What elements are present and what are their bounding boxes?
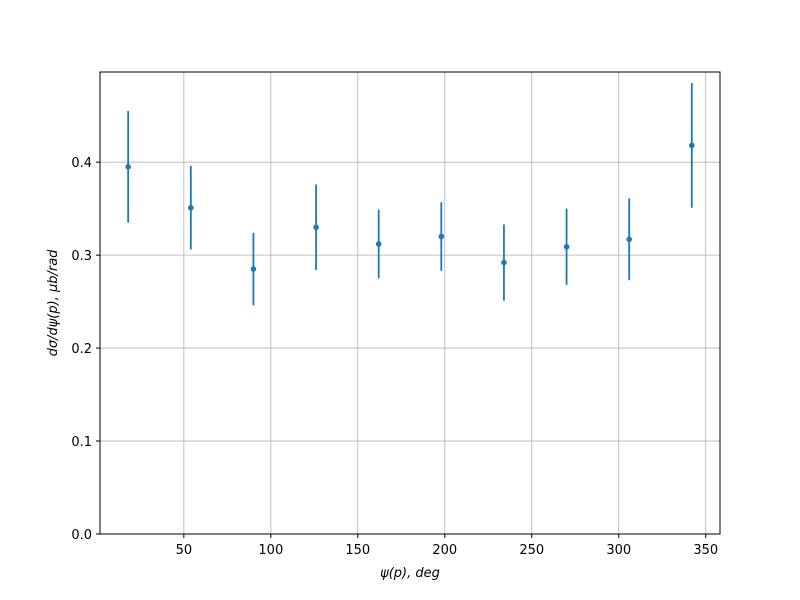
data-point (375, 241, 382, 247)
x-tick-label: 50 (176, 543, 193, 558)
y-tick-label: 0.4 (71, 156, 92, 171)
data-point (563, 243, 570, 250)
data-point (689, 142, 695, 149)
y-tick-label: 0.1 (71, 435, 92, 450)
data-point (125, 164, 131, 170)
x-tick-label: 200 (432, 543, 457, 558)
x-tick-label: 100 (258, 543, 283, 558)
x-tick-label: 350 (693, 543, 718, 558)
data-point (438, 233, 445, 240)
data-point (626, 236, 632, 243)
y-tick-label: 0.0 (71, 528, 92, 543)
data-point (313, 224, 319, 231)
y-tick-label: 0.2 (71, 342, 92, 357)
y-axis-label: dσ/dψ(p), μb/rad (46, 249, 61, 357)
plot-frame (99, 71, 721, 535)
y-tick-label: 0.3 (71, 249, 92, 264)
data-point (501, 259, 507, 266)
x-tick-label: 150 (345, 543, 370, 558)
x-tick-label: 300 (606, 543, 631, 558)
x-tick-label: 250 (519, 543, 544, 558)
x-axis-label: ψ(p), deg (380, 566, 440, 581)
data-point (188, 204, 194, 211)
data-point (250, 266, 257, 272)
